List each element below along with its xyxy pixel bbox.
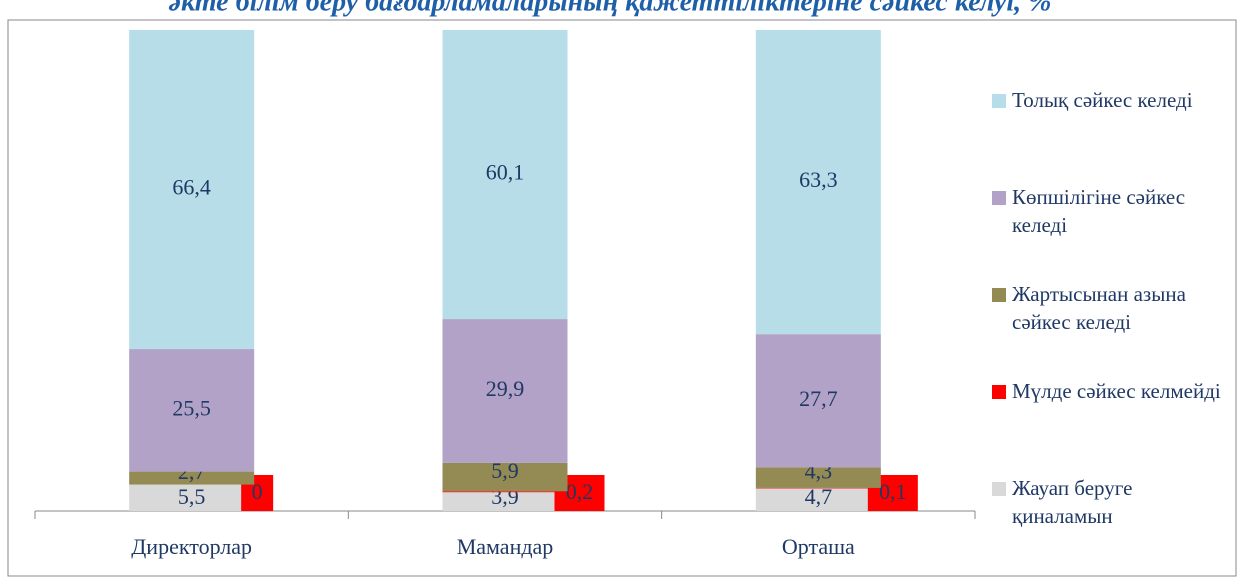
- legend-swatch: [992, 385, 1006, 399]
- legend-entry: Жартысынан азына сәйкес келеді: [992, 280, 1237, 336]
- data-label: 0,1: [879, 479, 907, 504]
- x-tick-label: Мамандар: [457, 534, 554, 559]
- legend-swatch: [992, 94, 1006, 108]
- bar-segment: [755, 488, 881, 511]
- bar-segment: [129, 30, 255, 350]
- bar-segment: [755, 30, 881, 335]
- bar-segment: [129, 484, 255, 511]
- bar-segment: [755, 467, 881, 488]
- bar-segment: [442, 30, 568, 320]
- data-label: 66,4: [172, 175, 211, 200]
- bar-segment: [442, 319, 568, 463]
- legend-swatch: [992, 191, 1006, 205]
- x-tick-label: Орташа: [782, 534, 855, 559]
- data-label: 0,2: [566, 479, 594, 504]
- bar-segment: [755, 334, 881, 468]
- data-label: 60,1: [486, 160, 525, 185]
- bar-segment: [129, 349, 255, 472]
- data-label: 29,9: [486, 376, 525, 401]
- data-label: 0: [252, 479, 263, 504]
- chart-frame: [7, 19, 1237, 577]
- bar-segment: [442, 491, 568, 493]
- bar-segment: [442, 492, 568, 511]
- legend-entry: Көпшілігіне сәйкес келеді: [992, 183, 1237, 239]
- data-label: 63,3: [799, 167, 838, 192]
- legend-label: Толық сәйкес келеді: [1012, 88, 1193, 112]
- legend-label: Жартысынан азына сәйкес келеді: [1012, 282, 1186, 334]
- data-label: 25,5: [172, 395, 211, 420]
- legend-entry: Жауап беруге қиналамын: [992, 474, 1237, 530]
- legend-swatch: [992, 288, 1006, 302]
- bar-segment: [129, 471, 255, 485]
- data-label: 5,5: [178, 484, 206, 509]
- x-tick-label: Директорлар: [131, 534, 252, 559]
- chart-title: әкте білім беру бағдарламаларының қажетт…: [169, 0, 1052, 17]
- legend-label: Жауап беруге қиналамын: [1012, 476, 1133, 528]
- legend-label: Мүлде сәйкес келмейді: [1012, 379, 1221, 403]
- data-label: 27,7: [799, 386, 838, 411]
- legend-swatch: [992, 482, 1006, 496]
- legend-entry: Мүлде сәйкес келмейді: [992, 377, 1237, 405]
- bar-segment: [442, 462, 568, 492]
- legend-entry: Толық сәйкес келеді: [992, 86, 1237, 114]
- legend-label: Көпшілігіне сәйкес келеді: [1012, 185, 1186, 237]
